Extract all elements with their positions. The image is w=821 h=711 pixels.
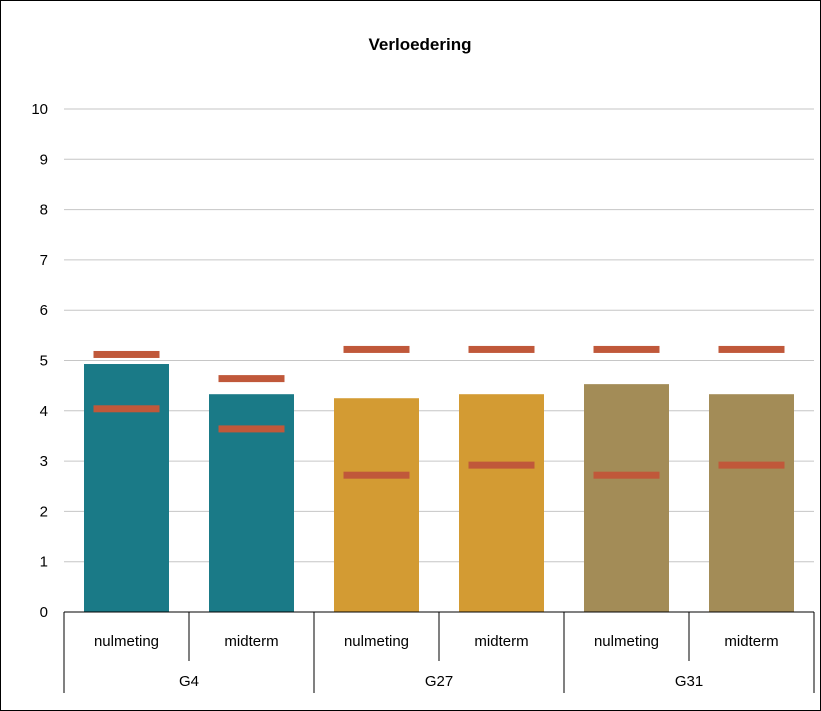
range-marker xyxy=(468,345,535,353)
x-category-label: midterm xyxy=(724,633,778,650)
bar-g31-nulmeting xyxy=(584,384,669,612)
y-tick-label: 1 xyxy=(40,554,48,571)
y-tick-label: 4 xyxy=(40,403,48,420)
range-marker xyxy=(218,425,285,433)
y-tick-label: 7 xyxy=(40,252,48,269)
y-tick-label: 8 xyxy=(40,202,48,219)
range-marker xyxy=(468,461,535,469)
range-marker xyxy=(593,345,660,353)
x-category-label: nulmeting xyxy=(594,633,659,650)
y-tick-label: 5 xyxy=(40,353,48,370)
range-marker xyxy=(343,471,410,479)
range-marker xyxy=(93,350,160,358)
y-tick-label: 10 xyxy=(31,101,48,118)
bar-g4-nulmeting xyxy=(84,364,169,612)
x-category-label: midterm xyxy=(474,633,528,650)
x-group-label: G31 xyxy=(675,673,703,690)
range-marker xyxy=(718,345,785,353)
x-group-label: G4 xyxy=(179,673,199,690)
x-category-label: nulmeting xyxy=(344,633,409,650)
chart-title: Verloedering xyxy=(369,35,472,54)
x-group-label: G27 xyxy=(425,673,453,690)
range-marker xyxy=(93,405,160,413)
x-category-label: nulmeting xyxy=(94,633,159,650)
y-tick-label: 0 xyxy=(40,604,48,621)
y-tick-label: 3 xyxy=(40,453,48,470)
y-tick-label: 9 xyxy=(40,151,48,168)
range-marker xyxy=(343,345,410,353)
range-marker xyxy=(593,471,660,479)
y-tick-label: 6 xyxy=(40,302,48,319)
range-marker xyxy=(718,461,785,469)
x-category-label: midterm xyxy=(224,633,278,650)
y-tick-label: 2 xyxy=(40,503,48,520)
range-marker xyxy=(218,375,285,383)
bar-g31-midterm xyxy=(709,394,794,612)
bar-g27-nulmeting xyxy=(334,398,419,612)
bar-g27-midterm xyxy=(459,394,544,612)
